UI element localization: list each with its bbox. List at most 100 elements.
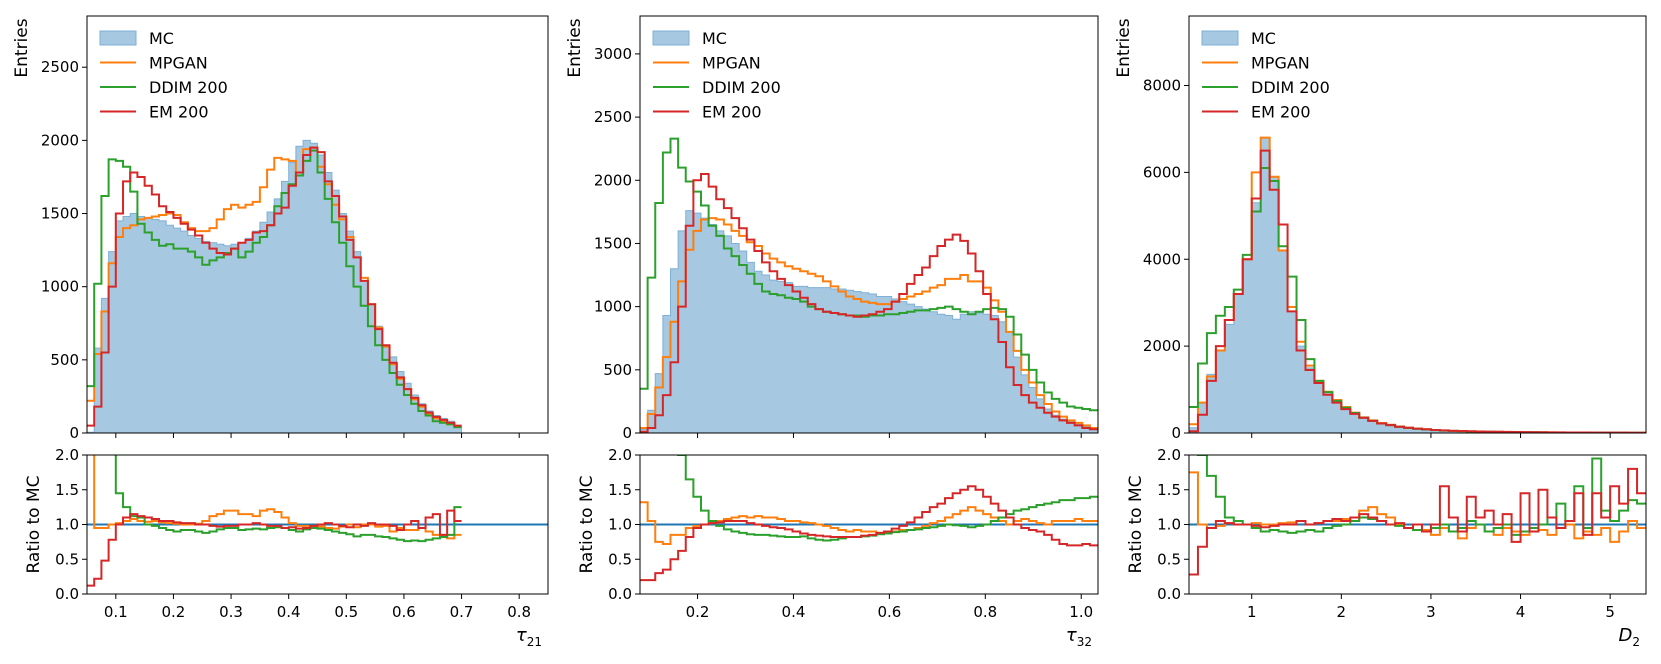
histogram-tau21-legend: MC MPGAN DDIM 200 EM 200	[99, 29, 228, 122]
ratio-d2-yticks: 0.0 0.5 1.0 1.5 2.0	[1157, 446, 1189, 603]
legend-mc-swatch	[99, 30, 137, 46]
series-ddim-200-tau21	[87, 149, 462, 429]
xtick-label: 4	[1516, 603, 1526, 621]
histogram-d2-legend: MC MPGAN DDIM 200 EM 200	[1201, 29, 1330, 122]
ytick-label: 0	[69, 424, 79, 442]
xlabel-d2: D2	[1618, 625, 1640, 649]
ratio-tau21-marks	[87, 455, 548, 587]
ratio-ytick-label: 2.0	[1157, 446, 1181, 464]
xlabel-d2-sub: 2	[1632, 635, 1640, 649]
ytick-label: 6000	[1143, 163, 1181, 181]
ratio-series-em-200-d2	[1189, 467, 1646, 576]
legend-mc-label: MC	[149, 29, 174, 48]
histogram-d2-marks	[1189, 136, 1646, 433]
histogram-tau21-yticks: 0 500 1000 1500 2000 2500	[41, 58, 87, 442]
ratio-tau32-xticks: 0.2 0.4 0.6 0.8 1.0	[686, 594, 1093, 621]
ratio-tau32-ylabel: Ratio to MC	[577, 475, 597, 573]
ratio-tau21-yticks: 0.0 0.5 1.0 1.5 2.0	[55, 446, 87, 603]
histogram-d2-ylabel: Entries	[1114, 18, 1134, 77]
ratio-ytick-label: 0.5	[608, 550, 632, 568]
ratio-series-em-200-tau32	[640, 485, 1098, 582]
ratio-tau21: 0.0 0.5 1.0 1.5 2.0 0.1 0.2 0.3 0.4 0.5 0.6 0.7 0.8…	[24, 446, 549, 649]
xtick-label: 0.5	[334, 603, 358, 621]
ytick-label: 2000	[41, 131, 79, 149]
xtick-label: 0.4	[782, 603, 806, 621]
ratio-tau32-marks	[640, 455, 1098, 582]
ratio-d2-xticks: 1 2 3 4 5	[1247, 594, 1615, 621]
histogram-d2: 0 2000 4000 6000 8000 Entries MC MPGAN DDIM …	[1114, 15, 1647, 442]
xtick-label: 0.2	[686, 603, 710, 621]
xtick-label: 0.8	[507, 603, 531, 621]
ytick-label: 1000	[594, 298, 632, 316]
xtick-label: 3	[1426, 603, 1436, 621]
ratio-d2-ylabel: Ratio to MC	[1126, 475, 1146, 573]
xtick-label: 0.6	[877, 603, 901, 621]
histogram-tau21: 0 500 1000 1500 2000 2500 Entries MC MPGAN DD…	[12, 15, 549, 442]
ratio-ytick-label: 2.0	[608, 446, 632, 464]
histogram-tau32-legend: MC MPGAN DDIM 200 EM 200	[652, 29, 781, 122]
ytick-label: 8000	[1143, 77, 1181, 95]
series-mpgan-tau32	[640, 217, 1098, 429]
ytick-label: 4000	[1143, 250, 1181, 268]
ratio-ytick-label: 1.5	[608, 481, 632, 499]
legend-mc-label: MC	[1251, 29, 1276, 48]
ytick-label: 2500	[41, 58, 79, 76]
xlabel-tau32-sub: 32	[1077, 635, 1092, 649]
histogram-d2-xticks	[1251, 433, 1611, 438]
ratio-ytick-label: 0.0	[1157, 585, 1181, 603]
histogram-tau21-marks	[87, 139, 463, 433]
legend-ddim-label: DDIM 200	[702, 78, 781, 97]
xtick-label: 1	[1247, 603, 1257, 621]
ratio-series-em-200-tau21	[87, 509, 462, 587]
xtick-label: 0.4	[277, 603, 301, 621]
panel-d2: 0 2000 4000 6000 8000 Entries MC MPGAN DDIM …	[1114, 15, 1647, 649]
legend-mc-label: MC	[702, 29, 727, 48]
ytick-label: 3000	[594, 45, 632, 63]
xtick-label: 1.0	[1069, 603, 1093, 621]
legend-mc-swatch	[1201, 30, 1239, 46]
xlabel-tau21: τ21	[516, 625, 542, 649]
xtick-label: 0.1	[104, 603, 128, 621]
histogram-tau32-yticks: 0 500 1000 1500 2000 2500 3000	[594, 45, 640, 442]
xlabel-tau21-base: τ	[516, 625, 527, 646]
xtick-label: 0.3	[219, 603, 243, 621]
ratio-ytick-label: 0.0	[55, 585, 79, 603]
ratio-tau32-yticks: 0.0 0.5 1.0 1.5 2.0	[608, 446, 640, 603]
ratio-ytick-label: 1.0	[55, 516, 79, 534]
ratio-tau21-xticks: 0.1 0.2 0.3 0.4 0.5 0.6 0.7 0.8	[104, 594, 531, 621]
histogram-tau32: 0 500 1000 1500 2000 2500 3000 Entries MC MPGA…	[565, 15, 1099, 442]
ratio-ytick-label: 0.0	[608, 585, 632, 603]
legend-mpgan-label: MPGAN	[1251, 54, 1310, 73]
ytick-label: 0	[622, 424, 632, 442]
histogram-tau32-marks	[640, 137, 1098, 433]
legend-mpgan-label: MPGAN	[149, 54, 208, 73]
xtick-label: 0.2	[162, 603, 186, 621]
series-em-200-tau21	[87, 146, 462, 427]
histogram-tau32-ylabel: Entries	[565, 18, 585, 77]
ytick-label: 2000	[1143, 337, 1181, 355]
ratio-ytick-label: 1.5	[1157, 481, 1181, 499]
legend-ddim-label: DDIM 200	[1251, 78, 1330, 97]
xtick-label: 0.7	[450, 603, 474, 621]
xlabel-tau32-base: τ	[1066, 625, 1077, 646]
ratio-ytick-label: 1.5	[55, 481, 79, 499]
histogram-tau21-ylabel: Entries	[12, 18, 32, 77]
legend-em-label: EM 200	[1251, 103, 1311, 122]
series-mc-d2	[1189, 137, 1646, 433]
ratio-ytick-label: 0.5	[1157, 550, 1181, 568]
panel-tau21: 0 500 1000 1500 2000 2500 Entries MC MPGAN DD…	[12, 15, 549, 649]
xlabel-tau32: τ32	[1066, 625, 1092, 649]
xlabel-d2-base: D	[1618, 625, 1632, 646]
histogram-tau21-frame	[86, 15, 549, 434]
panel-tau32: 0 500 1000 1500 2000 2500 3000 Entries MC MPGA…	[565, 15, 1099, 649]
histogram-tau32-frame	[639, 15, 1099, 434]
ytick-label: 1500	[594, 234, 632, 252]
series-ddim-200-tau32	[640, 137, 1098, 412]
ytick-label: 500	[50, 351, 79, 369]
xlabel-tau21-sub: 21	[527, 635, 542, 649]
ratio-tau32: 0.0 0.5 1.0 1.5 2.0 0.2 0.4 0.6 0.8 1.0 Ratio to…	[577, 446, 1099, 649]
xtick-label: 0.8	[973, 603, 997, 621]
ratio-ytick-label: 0.5	[55, 550, 79, 568]
